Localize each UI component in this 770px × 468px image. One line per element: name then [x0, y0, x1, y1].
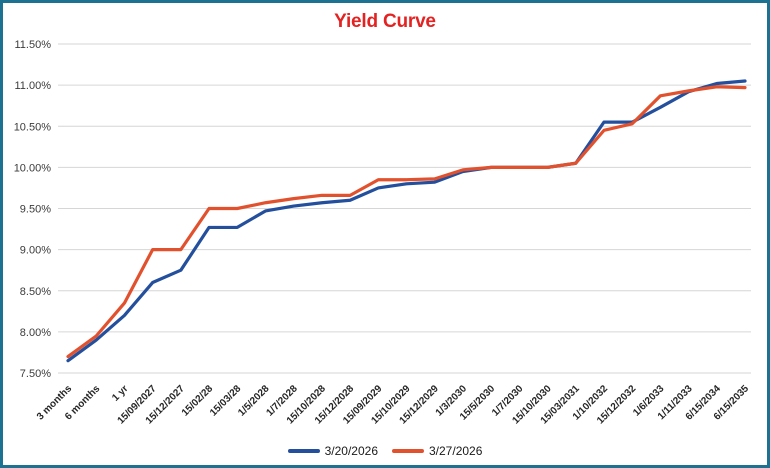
- y-axis-tick-label: 9.00%: [20, 245, 51, 257]
- series-line-3-20-2026: [66, 79, 747, 363]
- yield-curve-chart: 7.50% 8.00% 8.50% 9.00% 9.50% 10.00% 10.50% 11.…: [14, 39, 752, 427]
- legend-line-swatch-orange: [392, 449, 424, 453]
- chart-title: Yield Curve: [334, 11, 436, 32]
- legend-line-swatch-blue: [287, 449, 320, 453]
- y-axis-tick-label: 11.00%: [15, 80, 52, 92]
- y-axis-tick-label: 8.50%: [20, 286, 51, 298]
- legend-item-series-1: 3/20/2026: [287, 444, 378, 458]
- y-axis-tick-label: 11.50%: [15, 39, 52, 51]
- legend-label: 3/27/2026: [429, 444, 483, 458]
- y-axis-tick-label: 9.50%: [20, 204, 51, 216]
- y-axis-tick-label: 10.50%: [14, 121, 52, 133]
- legend-item-series-2: 3/27/2026: [392, 444, 482, 458]
- x-axis-tick-label: 1 yr: [110, 383, 130, 403]
- legend-label: 3/20/2026: [324, 444, 378, 458]
- y-axis-tick-label: 7.50%: [20, 368, 51, 380]
- series-line-3-27-2026: [66, 85, 747, 359]
- y-axis-tick-label: 10.00%: [14, 162, 52, 174]
- y-axis-tick-label: 8.00%: [20, 327, 51, 339]
- chart-legend: 3/20/2026 3/27/2026: [3, 444, 767, 458]
